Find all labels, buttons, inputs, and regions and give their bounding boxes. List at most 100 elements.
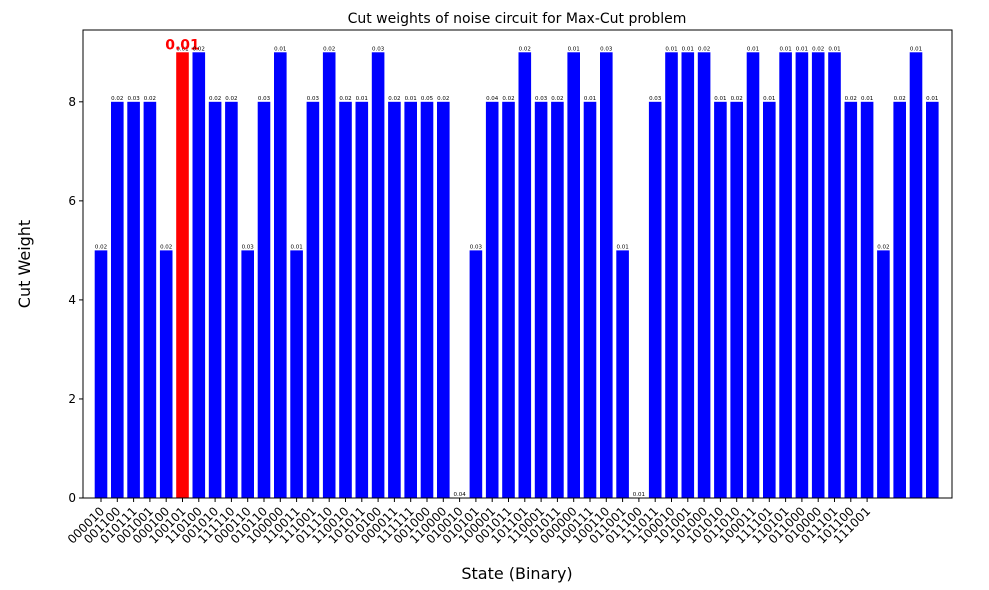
bar-value-label: 0.01 [926,96,938,102]
bar-value-label: 0.02 [209,96,221,102]
x-axis: 0000100011000101110010010001001001011101… [65,498,873,547]
bar-value-label: 0.02 [339,96,351,102]
bar-30 [583,101,597,498]
highlight-value-label: 0.01 [165,37,200,53]
bar-value-label: 0.02 [111,96,123,102]
bar-15 [339,101,352,498]
bar-34 [648,101,662,498]
bar-value-label: 0.02 [502,96,514,102]
bar-value-label: 0.04 [453,492,466,498]
bar-value-label: 0.03 [307,96,320,102]
bar-value-label: 0.01 [910,46,922,52]
bar-value-label: 0.01 [176,46,188,52]
bar-value-label: 0.01 [665,46,677,52]
bar-13 [306,101,320,498]
bar-20 [420,101,434,498]
bar-1 [111,101,124,498]
bar-value-label: 0.01 [682,46,694,52]
bar-23 [469,250,483,498]
bar-value-label: 0.01 [616,244,628,250]
bar-value-label: 0.02 [877,244,889,250]
bar-27 [534,101,548,498]
bar-value-label: 0.01 [290,244,302,250]
bar-value-label: 0.03 [535,96,548,102]
bar-12 [290,250,303,498]
bar-value-label: 0.02 [698,46,710,52]
bar-value-label: 0.01 [796,46,808,52]
bar-value-label: 0.01 [861,96,873,102]
bar-44 [811,52,825,498]
bar-46 [844,101,858,498]
bar-value-label: 0.03 [242,244,255,250]
bar-value-label: 0.02 [95,244,107,250]
bar-5 [176,52,189,498]
bar-42 [779,52,792,498]
bar-50 [909,52,923,498]
bar-49 [893,101,906,498]
bar-value-label: 0.01 [633,492,645,498]
y-tick-label: 8 [68,95,76,109]
y-axis-label: Cut Weight [15,220,34,308]
bar-39 [730,101,743,498]
bar-value-label: 0.02 [160,244,172,250]
bar-value-label: 0.02 [193,46,205,52]
bar-value-label: 0.01 [714,96,726,102]
bar-value-label: 0.02 [731,96,743,102]
bar-value-label: 0.03 [649,96,662,102]
bar-value-label: 0.01 [584,96,596,102]
bar-value-label: 0.01 [747,46,759,52]
bar-45 [828,52,841,498]
bar-24 [485,101,499,498]
bar-value-label: 0.02 [519,46,531,52]
bar-value-label: 0.05 [421,96,434,102]
bar-value-label: 0.04 [486,96,499,102]
bar-17 [371,52,385,498]
bar-value-label: 0.01 [405,96,417,102]
bar-value-label: 0.02 [894,96,906,102]
bar-16 [355,101,369,498]
bar-value-label: 0.02 [437,96,449,102]
bar-value-label: 0.03 [258,96,271,102]
bar-10 [257,101,271,498]
y-tick-label: 6 [68,194,76,208]
bar-0 [94,250,108,498]
bar-value-label: 0.01 [828,46,840,52]
bar-value-labels: 0.02 0.02 0.03 0.02 0.02 0.01 0.01 0.02 0.02 0.02… [95,37,939,498]
x-axis-label: State (Binary) [461,564,572,583]
bar-8 [225,101,238,498]
bar-35 [665,52,678,498]
y-tick-label: 2 [68,392,76,406]
bar-31 [600,52,613,498]
bar-28 [551,101,564,498]
bar-47 [860,101,874,498]
bar-36 [681,52,695,498]
bar-26 [518,52,532,498]
bar-value-label: 0.01 [274,46,286,52]
bar-value-label: 0.03 [600,46,613,52]
bar-value-label: 0.02 [388,96,400,102]
bar-value-label: 0.01 [568,46,580,52]
bar-38 [714,101,727,498]
bar-value-label: 0.02 [323,46,335,52]
bar-value-label: 0.01 [356,96,368,102]
bar-18 [388,101,401,498]
bar-19 [404,101,417,498]
bar-11 [274,52,287,498]
bar-32 [616,250,629,498]
bar-25 [502,101,515,498]
bar-value-label: 0.02 [144,96,156,102]
bar-3 [143,101,157,498]
bar-21 [437,101,450,498]
plot-area-frame [82,29,953,499]
bar-2 [127,101,140,498]
bar-7 [208,101,222,498]
bar-value-label: 0.02 [225,96,237,102]
bar-41 [763,101,776,498]
bar-value-label: 0.02 [845,96,857,102]
bar-6 [192,52,206,498]
bar-48 [877,250,890,498]
bar-value-label: 0.01 [779,46,791,52]
bar-9 [241,250,254,498]
y-tick-label: 4 [68,293,76,307]
